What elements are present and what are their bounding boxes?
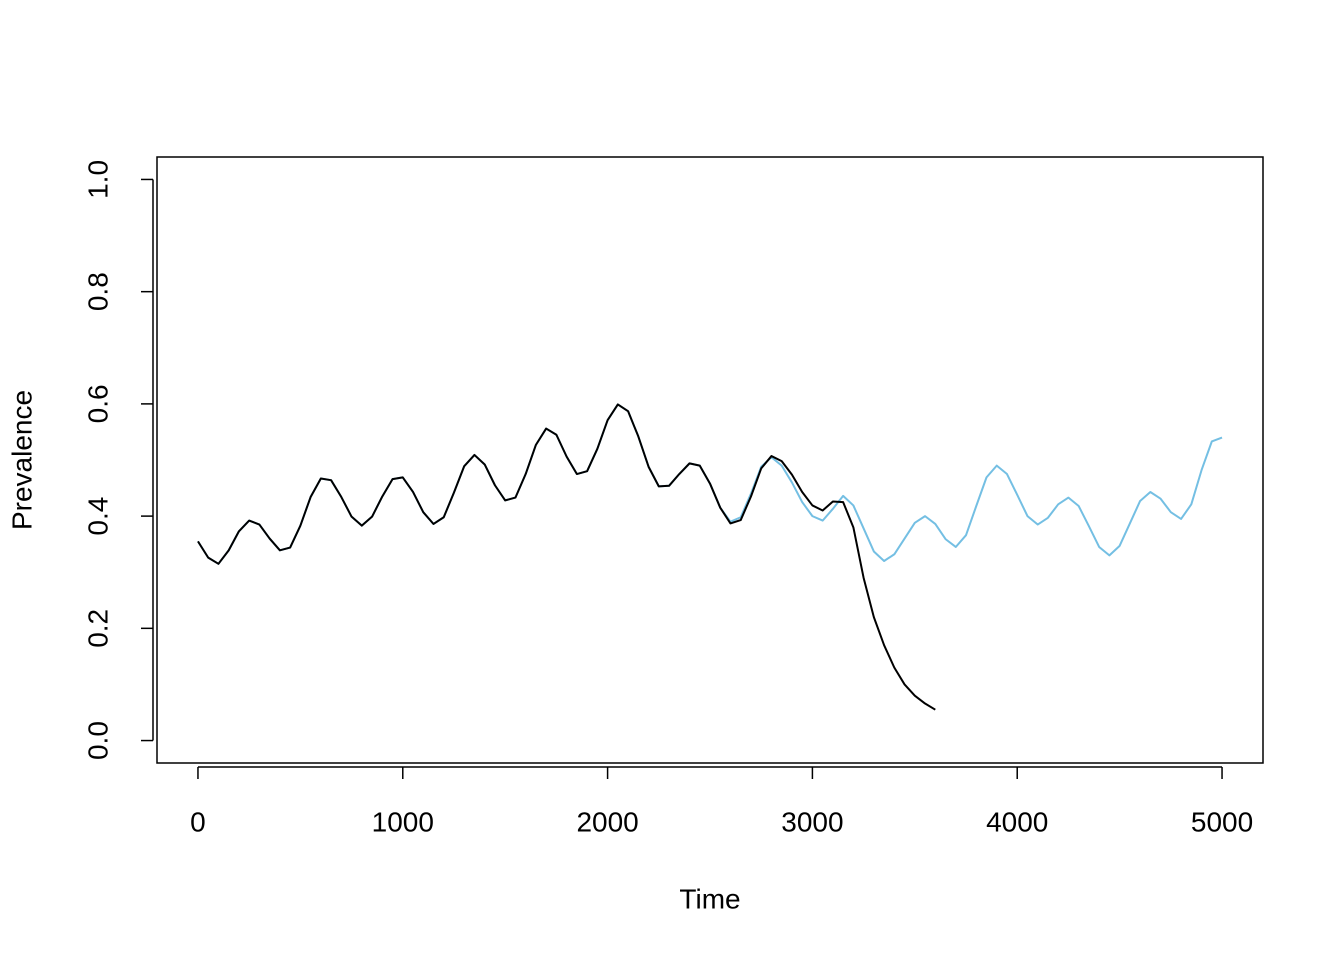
y-tick-label: 0.4	[82, 497, 113, 536]
x-tick-label: 0	[190, 806, 206, 837]
y-tick-label: 0.2	[82, 609, 113, 648]
y-tick-label: 1.0	[82, 160, 113, 199]
x-axis-label: Time	[679, 883, 740, 914]
x-tick-label: 4000	[986, 806, 1048, 837]
plot-frame	[156, 156, 1264, 764]
x-tick-label: 5000	[1191, 806, 1253, 837]
y-axis-label: Prevalence	[6, 390, 37, 530]
x-tick-label: 1000	[372, 806, 434, 837]
x-tick-label: 3000	[781, 806, 843, 837]
x-tick-label: 2000	[576, 806, 638, 837]
y-tick-label: 0.8	[82, 272, 113, 311]
y-tick-label: 0.6	[82, 384, 113, 423]
series-line	[197, 403, 936, 711]
y-tick-label: 0.0	[82, 721, 113, 760]
